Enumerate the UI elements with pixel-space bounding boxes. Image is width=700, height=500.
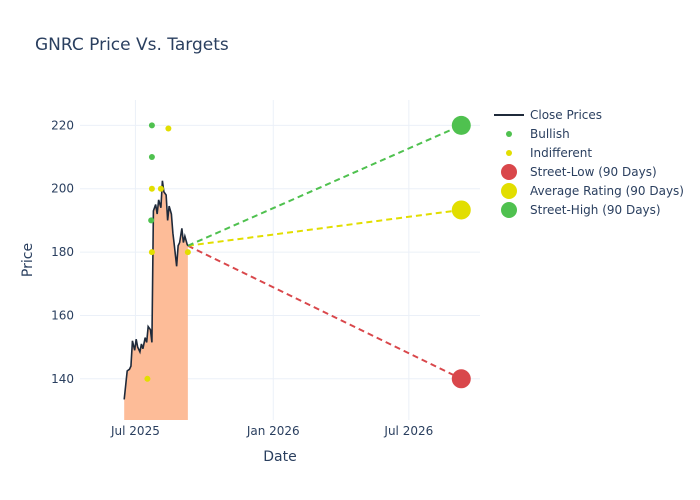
target-marker bbox=[451, 369, 471, 389]
indifferent-rating-point bbox=[148, 249, 155, 256]
target-marker bbox=[451, 200, 471, 220]
bullish-rating-point bbox=[148, 217, 155, 224]
bullish-rating-point bbox=[148, 122, 155, 129]
legend-item[interactable]: Street-High (90 Days) bbox=[501, 202, 661, 218]
legend-item[interactable]: Close Prices bbox=[494, 108, 602, 122]
indifferent-rating-point bbox=[148, 185, 155, 192]
fill-layer bbox=[124, 180, 188, 420]
indifferent-rating-point bbox=[184, 249, 191, 256]
grid-layer bbox=[80, 100, 480, 420]
legend-item[interactable]: Indifferent bbox=[506, 146, 592, 160]
price-area-fill bbox=[124, 180, 188, 420]
legend-item[interactable]: Street-Low (90 Days) bbox=[501, 164, 657, 180]
y-axis-title: Price bbox=[20, 243, 36, 277]
legend-label: Close Prices bbox=[530, 108, 602, 122]
bullish-rating-point bbox=[148, 154, 155, 161]
y-tick-label: 160 bbox=[51, 308, 74, 322]
legend-label: Bullish bbox=[530, 127, 570, 141]
chart-title: GNRC Price Vs. Targets bbox=[35, 35, 229, 55]
target-projection-line bbox=[187, 244, 462, 380]
marker-layer bbox=[144, 115, 471, 389]
legend-target-swatch bbox=[501, 183, 517, 199]
target-marker bbox=[451, 115, 471, 135]
target-projection-line bbox=[187, 124, 462, 247]
legend[interactable]: Close Prices Bullish Indifferent Street-Low… bbox=[494, 108, 684, 218]
tick-layer: 140 160 180 200 220 Jul 2025 Jan 2026 Jul 2026 bbox=[51, 118, 433, 438]
indifferent-rating-point bbox=[165, 125, 172, 132]
legend-item[interactable]: Average Rating (90 Days) bbox=[501, 183, 684, 199]
legend-label: Street-Low (90 Days) bbox=[530, 165, 657, 179]
x-axis-title: Date bbox=[263, 449, 296, 465]
indifferent-rating-point bbox=[157, 185, 164, 192]
y-tick-label: 140 bbox=[51, 372, 74, 386]
legend-item[interactable]: Bullish bbox=[506, 127, 570, 141]
x-tick-label: Jul 2026 bbox=[383, 424, 433, 438]
y-tick-label: 180 bbox=[51, 245, 74, 259]
legend-target-swatch bbox=[501, 164, 517, 180]
indifferent-rating-point bbox=[144, 375, 151, 382]
close-price-line bbox=[123, 180, 189, 400]
x-tick-label: Jan 2026 bbox=[246, 424, 300, 438]
line-layer bbox=[123, 180, 189, 400]
projection-layer bbox=[187, 124, 462, 380]
legend-dot-swatch bbox=[506, 150, 512, 156]
legend-label: Indifferent bbox=[530, 146, 592, 160]
legend-label: Average Rating (90 Days) bbox=[530, 184, 684, 198]
y-tick-label: 220 bbox=[51, 118, 74, 132]
y-tick-label: 200 bbox=[51, 182, 74, 196]
legend-target-swatch bbox=[501, 202, 517, 218]
legend-label: Street-High (90 Days) bbox=[530, 203, 661, 217]
target-projection-line bbox=[187, 208, 462, 247]
x-tick-label: Jul 2025 bbox=[110, 424, 160, 438]
legend-dot-swatch bbox=[506, 131, 512, 137]
